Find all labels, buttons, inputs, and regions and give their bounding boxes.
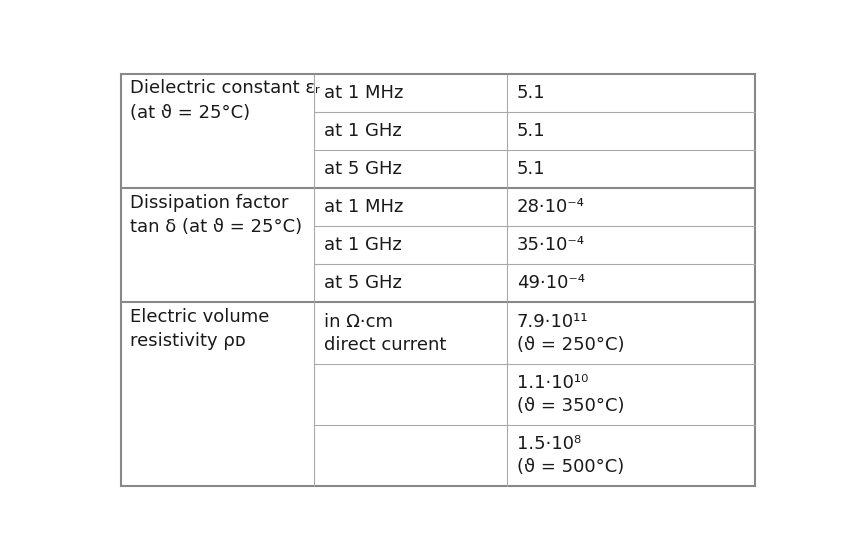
Text: at 1 GHz: at 1 GHz (323, 122, 401, 140)
Text: 28·10⁻⁴: 28·10⁻⁴ (516, 198, 584, 216)
Text: 1.1·10¹⁰
(ϑ = 350°C): 1.1·10¹⁰ (ϑ = 350°C) (516, 374, 624, 415)
Text: at 5 GHz: at 5 GHz (323, 160, 401, 178)
Text: at 5 GHz: at 5 GHz (323, 274, 401, 292)
Text: at 1 GHz: at 1 GHz (323, 236, 401, 254)
Text: 49·10⁻⁴: 49·10⁻⁴ (516, 274, 584, 292)
Text: 1.5·10⁸
(ϑ = 500°C): 1.5·10⁸ (ϑ = 500°C) (516, 435, 624, 476)
Text: 35·10⁻⁴: 35·10⁻⁴ (516, 236, 584, 254)
Text: in Ω·cm
direct current: in Ω·cm direct current (323, 312, 445, 354)
Text: Electric volume
resistivity ρᴅ: Electric volume resistivity ρᴅ (130, 307, 270, 350)
Text: Dissipation factor
tan δ (at ϑ = 25°C): Dissipation factor tan δ (at ϑ = 25°C) (130, 194, 302, 236)
Text: Dielectric constant εᵣ
(at ϑ = 25°C): Dielectric constant εᵣ (at ϑ = 25°C) (130, 79, 320, 122)
Text: 5.1: 5.1 (516, 122, 545, 140)
Text: 5.1: 5.1 (516, 84, 545, 102)
Text: at 1 MHz: at 1 MHz (323, 84, 403, 102)
Text: 7.9·10¹¹
(ϑ = 250°C): 7.9·10¹¹ (ϑ = 250°C) (516, 312, 624, 354)
Text: 5.1: 5.1 (516, 160, 545, 178)
Text: at 1 MHz: at 1 MHz (323, 198, 403, 216)
